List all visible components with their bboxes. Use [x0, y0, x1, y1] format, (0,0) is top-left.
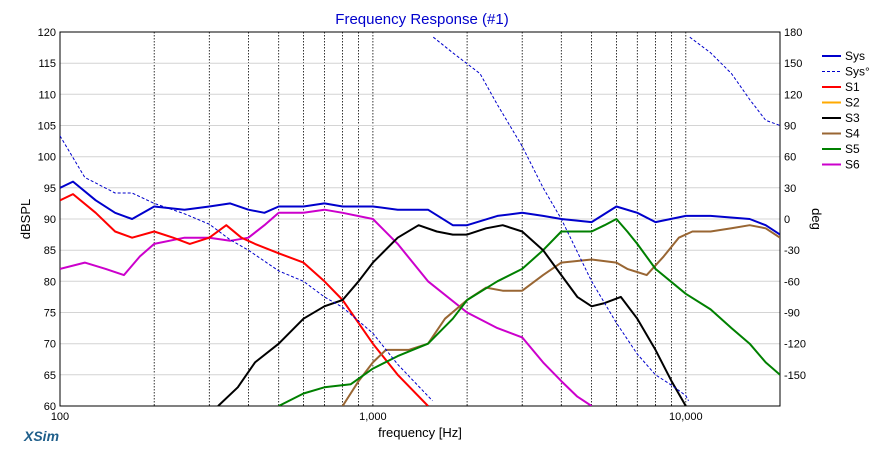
series-line-s6 [60, 208, 593, 406]
x-tick-label: 10,000 [669, 411, 703, 423]
y-tick-label-right: -90 [784, 308, 800, 320]
chart-title: Frequency Response (#1) [335, 11, 508, 28]
y-tick-label-left: 90 [44, 214, 56, 226]
series-line-sys-phase [60, 36, 780, 402]
y-tick-label-right: 30 [784, 183, 796, 195]
y-axis-label-left: dBSPL [18, 199, 33, 239]
y-tick-label-left: 70 [44, 339, 56, 351]
x-tick-label: 100 [51, 411, 69, 423]
y-tick-label-right: -150 [784, 370, 806, 382]
series-line-s3 [217, 224, 687, 406]
legend-label: Sys [845, 49, 865, 63]
y-tick-label-left: 65 [44, 370, 56, 382]
series-line-s4 [341, 224, 780, 406]
legend-label: Sys° [845, 65, 870, 79]
y-tick-label-right: -60 [784, 276, 800, 288]
y-tick-label-right: 120 [784, 89, 802, 101]
y-axis-label-right: deg [809, 208, 824, 230]
series-layer [60, 36, 780, 406]
y-tick-label-right: -30 [784, 245, 800, 257]
y-tick-label-left: 100 [38, 152, 56, 164]
y-tick-label-right: -120 [784, 339, 806, 351]
y-tick-label-right: 90 [784, 121, 796, 133]
legend-label: S6 [845, 158, 860, 172]
y-tick-label-left: 110 [38, 89, 56, 101]
y-tick-label-left: 115 [38, 58, 56, 70]
ticks: 60 65 70 75 80 85 90 95 100 105 110 115 120 -150 -120 -… [38, 27, 806, 423]
y-tick-label-right: 0 [784, 214, 790, 226]
legend-label: S1 [845, 80, 860, 94]
legend-label: S4 [845, 127, 860, 141]
y-tick-label-left: 80 [44, 276, 56, 288]
plot-frame [59, 31, 781, 407]
y-tick-label-left: 95 [44, 183, 56, 195]
y-tick-label-left: 60 [44, 401, 56, 413]
legend-label: S3 [845, 111, 860, 125]
y-tick-label-left: 105 [38, 121, 56, 133]
y-tick-label-left: 120 [38, 27, 56, 39]
y-tick-label-right: 150 [784, 58, 802, 70]
y-tick-label-left: 85 [44, 245, 56, 257]
x-tick-label: 1,000 [359, 411, 387, 423]
x-axis-label: frequency [Hz] [378, 425, 462, 440]
series-line-sys [60, 180, 780, 236]
y-tick-label-right: 180 [784, 27, 802, 39]
xsim-watermark: XSim [23, 428, 59, 444]
series-line-s5 [278, 218, 780, 406]
legend-label: S2 [845, 96, 860, 110]
y-tick-label-right: 60 [784, 152, 796, 164]
y-tick-label-left: 75 [44, 308, 56, 320]
legend-label: S5 [845, 142, 860, 156]
